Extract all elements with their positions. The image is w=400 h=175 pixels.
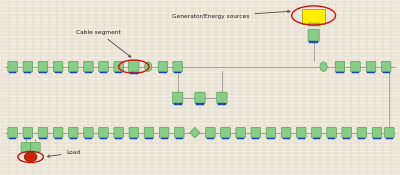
FancyBboxPatch shape [174, 127, 184, 138]
FancyBboxPatch shape [53, 61, 63, 72]
FancyBboxPatch shape [54, 72, 62, 73]
FancyBboxPatch shape [282, 138, 290, 139]
FancyBboxPatch shape [298, 138, 305, 139]
FancyBboxPatch shape [130, 72, 138, 74]
FancyBboxPatch shape [236, 127, 246, 138]
Ellipse shape [320, 62, 327, 71]
FancyBboxPatch shape [70, 72, 77, 73]
FancyBboxPatch shape [130, 138, 138, 139]
Text: Load: Load [48, 150, 80, 157]
FancyBboxPatch shape [85, 138, 92, 139]
FancyBboxPatch shape [302, 9, 325, 24]
FancyBboxPatch shape [372, 127, 382, 138]
FancyBboxPatch shape [222, 138, 229, 139]
FancyBboxPatch shape [159, 127, 169, 138]
FancyBboxPatch shape [23, 61, 32, 72]
FancyBboxPatch shape [335, 61, 345, 72]
FancyBboxPatch shape [30, 142, 40, 152]
FancyBboxPatch shape [174, 103, 182, 105]
Text: Cable segment: Cable segment [76, 30, 131, 57]
FancyBboxPatch shape [351, 61, 360, 72]
FancyBboxPatch shape [39, 138, 46, 139]
FancyBboxPatch shape [313, 138, 320, 139]
FancyBboxPatch shape [373, 138, 380, 139]
FancyBboxPatch shape [129, 61, 139, 73]
FancyBboxPatch shape [252, 138, 259, 139]
FancyBboxPatch shape [68, 127, 78, 138]
Ellipse shape [24, 152, 37, 162]
FancyBboxPatch shape [251, 127, 260, 138]
FancyBboxPatch shape [160, 138, 168, 139]
FancyBboxPatch shape [68, 61, 78, 72]
FancyBboxPatch shape [309, 41, 318, 43]
FancyBboxPatch shape [70, 138, 77, 139]
FancyBboxPatch shape [381, 61, 391, 72]
FancyBboxPatch shape [24, 72, 31, 73]
FancyBboxPatch shape [85, 72, 92, 73]
FancyBboxPatch shape [39, 72, 46, 73]
FancyBboxPatch shape [328, 138, 335, 139]
FancyBboxPatch shape [158, 61, 168, 72]
FancyBboxPatch shape [342, 127, 352, 138]
FancyBboxPatch shape [9, 138, 16, 139]
FancyBboxPatch shape [281, 127, 291, 138]
FancyBboxPatch shape [173, 61, 182, 72]
FancyBboxPatch shape [9, 72, 16, 73]
FancyBboxPatch shape [237, 138, 244, 139]
FancyBboxPatch shape [24, 138, 31, 139]
FancyBboxPatch shape [38, 127, 48, 138]
FancyBboxPatch shape [115, 138, 122, 139]
FancyBboxPatch shape [366, 61, 376, 72]
FancyBboxPatch shape [267, 138, 274, 139]
FancyBboxPatch shape [21, 142, 30, 152]
FancyBboxPatch shape [217, 92, 227, 104]
FancyBboxPatch shape [386, 138, 393, 139]
Polygon shape [190, 127, 200, 138]
FancyBboxPatch shape [100, 72, 107, 73]
FancyBboxPatch shape [174, 72, 181, 73]
FancyBboxPatch shape [38, 61, 48, 72]
FancyBboxPatch shape [8, 127, 18, 138]
FancyBboxPatch shape [221, 127, 230, 138]
FancyBboxPatch shape [159, 72, 166, 73]
FancyBboxPatch shape [218, 103, 226, 105]
FancyBboxPatch shape [195, 92, 205, 104]
FancyBboxPatch shape [343, 138, 350, 139]
FancyBboxPatch shape [206, 127, 215, 138]
FancyBboxPatch shape [357, 127, 367, 138]
Text: Generator/Energy sources: Generator/Energy sources [172, 10, 290, 19]
FancyBboxPatch shape [368, 72, 374, 73]
FancyBboxPatch shape [266, 127, 276, 138]
FancyBboxPatch shape [99, 127, 108, 138]
FancyBboxPatch shape [312, 127, 321, 138]
FancyBboxPatch shape [129, 127, 139, 138]
FancyBboxPatch shape [172, 92, 183, 104]
FancyBboxPatch shape [382, 72, 390, 73]
FancyBboxPatch shape [308, 23, 320, 26]
FancyBboxPatch shape [115, 72, 122, 73]
FancyBboxPatch shape [114, 127, 124, 138]
FancyBboxPatch shape [196, 103, 204, 105]
FancyBboxPatch shape [54, 138, 62, 139]
FancyBboxPatch shape [23, 127, 32, 138]
FancyBboxPatch shape [53, 127, 63, 138]
FancyBboxPatch shape [84, 61, 93, 72]
FancyBboxPatch shape [176, 138, 183, 139]
Ellipse shape [144, 62, 152, 71]
FancyBboxPatch shape [145, 138, 152, 139]
FancyBboxPatch shape [207, 138, 214, 139]
FancyBboxPatch shape [358, 138, 366, 139]
FancyBboxPatch shape [99, 61, 108, 72]
FancyBboxPatch shape [144, 127, 154, 138]
FancyBboxPatch shape [308, 29, 319, 42]
FancyBboxPatch shape [352, 72, 359, 73]
FancyBboxPatch shape [114, 61, 124, 72]
FancyBboxPatch shape [327, 127, 336, 138]
FancyBboxPatch shape [336, 72, 344, 73]
FancyBboxPatch shape [100, 138, 107, 139]
FancyBboxPatch shape [8, 61, 18, 72]
FancyBboxPatch shape [84, 127, 93, 138]
FancyBboxPatch shape [296, 127, 306, 138]
FancyBboxPatch shape [384, 127, 394, 138]
